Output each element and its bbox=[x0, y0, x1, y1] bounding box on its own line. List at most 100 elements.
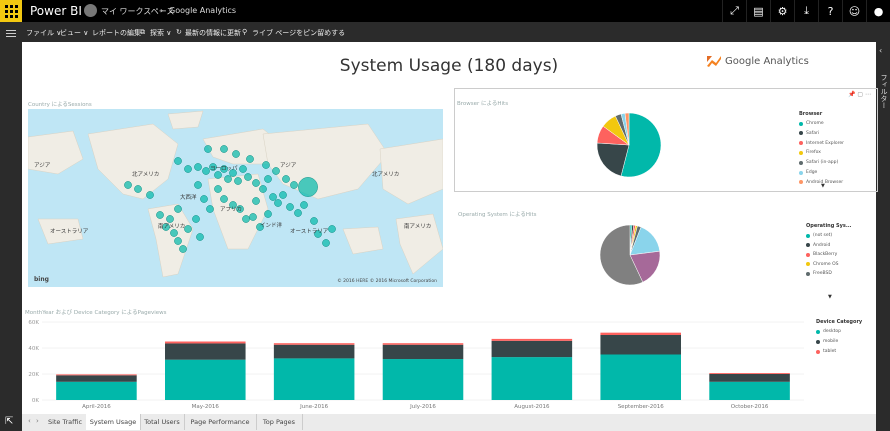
menu-refresh[interactable]: 最新の情報に更新 bbox=[185, 29, 241, 37]
os-slice[interactable] bbox=[629, 250, 661, 283]
map-session-bubble[interactable] bbox=[272, 167, 280, 175]
map-session-bubble[interactable] bbox=[179, 245, 187, 253]
map-session-bubble[interactable] bbox=[298, 177, 318, 197]
map-session-bubble[interactable] bbox=[242, 215, 250, 223]
map-session-bubble[interactable] bbox=[314, 230, 322, 238]
map-session-bubble[interactable] bbox=[174, 205, 182, 213]
map-session-bubble[interactable] bbox=[156, 211, 164, 219]
comment-icon[interactable]: ▤ bbox=[746, 0, 770, 22]
map-session-bubble[interactable] bbox=[310, 217, 318, 225]
bar-segment-tablet[interactable] bbox=[273, 343, 355, 345]
map-session-bubble[interactable] bbox=[300, 201, 308, 209]
browser-legend-item[interactable]: Firefox bbox=[799, 150, 821, 155]
os-legend-item[interactable]: Chrome OS bbox=[806, 262, 838, 267]
menu-pin-live-page[interactable]: ライブ ページをピン留めする bbox=[252, 29, 346, 37]
sessions-map[interactable]: アジア 北アメリカ ヨーロッパ アフリカ 南アメリカ オーストラリア アジア オ… bbox=[28, 109, 443, 287]
os-legend-item[interactable]: (not set) bbox=[806, 233, 832, 238]
app-launcher-icon[interactable] bbox=[0, 0, 22, 22]
bar-segment-tablet[interactable] bbox=[382, 343, 464, 345]
tab-top-pages[interactable]: Top Pages bbox=[256, 414, 303, 430]
browser-pie-chart[interactable] bbox=[589, 105, 669, 185]
browser-legend-item[interactable]: Safari bbox=[799, 131, 819, 136]
bar-segment-mobile[interactable] bbox=[165, 343, 246, 360]
browser-pie-visual[interactable]: 📌 ▢ ⋯ Browser によるHits Browser ▼ Chrome Sa… bbox=[454, 88, 878, 192]
bar-segment-mobile[interactable] bbox=[273, 344, 355, 359]
map-session-bubble[interactable] bbox=[252, 179, 260, 187]
map-session-bubble[interactable] bbox=[134, 185, 142, 193]
os-legend-item[interactable]: FreeBSD bbox=[806, 271, 832, 276]
app-name[interactable]: Power BI bbox=[30, 4, 82, 18]
map-session-bubble[interactable] bbox=[214, 185, 222, 193]
bar-segment-tablet[interactable] bbox=[709, 373, 790, 374]
map-session-bubble[interactable] bbox=[200, 195, 208, 203]
map-session-bubble[interactable] bbox=[246, 155, 254, 163]
bar-segment-mobile[interactable] bbox=[56, 375, 137, 382]
bar-segment-desktop[interactable] bbox=[709, 381, 790, 400]
map-session-bubble[interactable] bbox=[194, 181, 202, 189]
map-session-bubble[interactable] bbox=[124, 181, 132, 189]
map-session-bubble[interactable] bbox=[290, 181, 298, 189]
map-session-bubble[interactable] bbox=[170, 229, 178, 237]
bar-segment-tablet[interactable] bbox=[165, 341, 246, 344]
tab-system-usage[interactable]: System Usage bbox=[86, 414, 141, 430]
bar-segment-desktop[interactable] bbox=[273, 358, 355, 400]
user-icon[interactable]: ● bbox=[866, 0, 890, 22]
map-session-bubble[interactable] bbox=[214, 171, 222, 179]
map-session-bubble[interactable] bbox=[220, 195, 228, 203]
map-session-bubble[interactable] bbox=[232, 150, 240, 158]
map-session-bubble[interactable] bbox=[229, 169, 237, 177]
bar-segment-mobile[interactable] bbox=[382, 344, 464, 360]
device-legend-item[interactable]: tablet bbox=[816, 349, 836, 354]
map-session-bubble[interactable] bbox=[194, 163, 202, 171]
browser-legend-item[interactable]: Android Browser bbox=[799, 180, 843, 185]
map-session-bubble[interactable] bbox=[174, 237, 182, 245]
browser-legend-item[interactable]: Safari (in-app) bbox=[799, 160, 838, 165]
map-session-bubble[interactable] bbox=[229, 201, 237, 209]
map-session-bubble[interactable] bbox=[206, 205, 214, 213]
pageviews-stacked-column-chart[interactable]: 0K 20K 40K 60K April-2016 May-2016 June-2016 Ju… bbox=[22, 316, 812, 412]
map-session-bubble[interactable] bbox=[146, 191, 154, 199]
map-session-bubble[interactable] bbox=[220, 145, 228, 153]
legend-scroll-down-icon[interactable]: ▼ bbox=[821, 183, 825, 189]
bar-segment-mobile[interactable] bbox=[600, 335, 681, 355]
bar-segment-tablet[interactable] bbox=[491, 338, 573, 341]
map-session-bubble[interactable] bbox=[328, 225, 336, 233]
map-session-bubble[interactable] bbox=[239, 165, 247, 173]
bar-segment-desktop[interactable] bbox=[165, 359, 246, 400]
visual-header-icons[interactable]: 📌 ▢ ⋯ bbox=[848, 91, 871, 98]
map-session-bubble[interactable] bbox=[220, 165, 228, 173]
browser-slice[interactable] bbox=[624, 112, 630, 146]
map-session-bubble[interactable] bbox=[294, 209, 302, 217]
map-session-bubble[interactable] bbox=[279, 191, 287, 199]
map-session-bubble[interactable] bbox=[252, 197, 260, 205]
menu-view[interactable]: ビュー ∨ bbox=[60, 29, 89, 37]
map-session-bubble[interactable] bbox=[286, 203, 294, 211]
browser-legend-item[interactable]: Chrome bbox=[799, 121, 824, 126]
map-session-bubble[interactable] bbox=[262, 161, 270, 169]
breadcrumb-workspace[interactable]: マイ ワークスペース bbox=[101, 7, 175, 16]
bar-segment-desktop[interactable] bbox=[600, 354, 681, 401]
map-session-bubble[interactable] bbox=[166, 215, 174, 223]
map-session-bubble[interactable] bbox=[269, 193, 277, 201]
expand-icon[interactable]: ⤢ bbox=[722, 0, 746, 22]
map-session-bubble[interactable] bbox=[234, 177, 242, 185]
tab-page-performance[interactable]: Page Performance bbox=[184, 414, 257, 430]
browser-slice[interactable] bbox=[620, 112, 662, 178]
bar-segment-tablet[interactable] bbox=[600, 332, 681, 335]
os-legend-scroll-down-icon[interactable]: ▼ bbox=[828, 294, 832, 300]
tab-site-traffic[interactable]: Site Traffic bbox=[44, 414, 87, 430]
filters-pane[interactable]: ‹ フィルター bbox=[876, 42, 890, 431]
bar-segment-tablet[interactable] bbox=[56, 374, 137, 376]
map-session-bubble[interactable] bbox=[282, 175, 290, 183]
map-session-bubble[interactable] bbox=[204, 145, 212, 153]
bar-segment-mobile[interactable] bbox=[491, 340, 573, 358]
map-session-bubble[interactable] bbox=[236, 205, 244, 213]
map-session-bubble[interactable] bbox=[202, 167, 210, 175]
map-session-bubble[interactable] bbox=[184, 225, 192, 233]
device-legend-item[interactable]: desktop bbox=[816, 329, 841, 334]
map-session-bubble[interactable] bbox=[209, 163, 217, 171]
hamburger-icon[interactable] bbox=[6, 30, 16, 39]
settings-icon[interactable]: ⚙ bbox=[770, 0, 794, 22]
map-session-bubble[interactable] bbox=[249, 213, 257, 221]
menu-file[interactable]: ファイル ∨ bbox=[26, 29, 62, 37]
